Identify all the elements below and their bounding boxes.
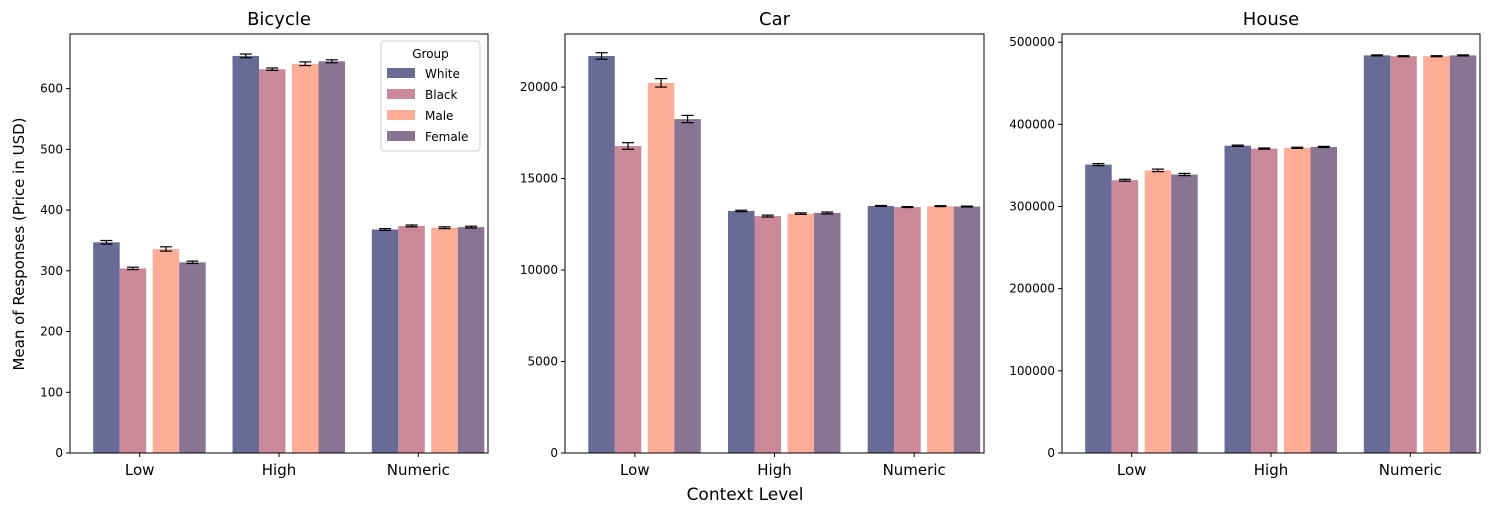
bar-white-high (232, 55, 259, 454)
bar-female-low (674, 119, 701, 453)
bar-white-high (1224, 145, 1251, 453)
bar-male-low (152, 249, 180, 453)
legend-swatch-female (387, 131, 415, 141)
bar-black-numeric (894, 207, 921, 453)
bar-male-low (647, 82, 675, 454)
panel-car: 0 5000 10000 15000 20000 Low High Numeric Car (520, 9, 985, 479)
bar-white-low (93, 242, 120, 453)
legend-label-female: Female (425, 130, 468, 144)
bar-female-numeric (1449, 55, 1477, 454)
legend-swatch-white (387, 68, 415, 78)
y-tick-label: 200 (40, 325, 63, 339)
y-tick-label: 20000 (520, 80, 558, 94)
legend-label-male: Male (425, 109, 453, 123)
bar-white-low (588, 56, 615, 453)
bar-black-numeric (1390, 56, 1417, 453)
bar-female-low (179, 262, 206, 453)
x-tick-label: Numeric (883, 461, 946, 479)
bar-male-high (787, 213, 814, 453)
y-tick-label: 400 (40, 203, 63, 217)
bar-male-numeric (927, 206, 954, 453)
bar-black-high (259, 69, 286, 453)
y-tick-label: 100 (40, 385, 63, 399)
y-tick-label: 15000 (520, 172, 558, 186)
x-tick-label: Low (1117, 461, 1147, 479)
legend-swatch-male (387, 110, 415, 120)
y-tick-label: 200000 (1009, 282, 1055, 296)
bar-black-numeric (398, 225, 425, 453)
x-tick-label: Low (125, 461, 155, 479)
x-tick-label: Numeric (1379, 461, 1442, 479)
y-tick-label: 0 (1047, 446, 1055, 460)
panel-title: Car (759, 9, 791, 30)
y-tick-label: 0 (55, 446, 63, 460)
y-tick-label: 500000 (1009, 35, 1055, 49)
x-tick-label: Low (620, 461, 650, 479)
y-tick-label: 0 (550, 446, 558, 460)
panel-house: 0 100000 200000 300000 400000 500000 Low High Nu… (1009, 9, 1481, 479)
legend-label-black: Black (425, 88, 458, 102)
bar-female-high (318, 61, 345, 454)
y-tick-label: 400000 (1009, 117, 1055, 131)
bar-female-high (1310, 147, 1337, 453)
shared-xlabel: Context Level (687, 485, 804, 505)
bar-female-numeric (953, 206, 981, 453)
bar-white-numeric (371, 229, 399, 453)
bar-male-numeric (431, 227, 458, 453)
bar-female-high (814, 212, 841, 453)
bar-female-numeric (457, 227, 485, 453)
x-tick-label: High (1254, 461, 1288, 479)
bar-black-low (119, 268, 147, 453)
bar-white-numeric (1363, 55, 1391, 454)
y-tick-label: 5000 (527, 355, 558, 369)
panel-title: House (1243, 9, 1299, 30)
bar-white-high (728, 210, 755, 453)
y-tick-label: 10000 (520, 263, 558, 277)
bar-male-high (1284, 147, 1311, 454)
bar-male-low (1144, 170, 1172, 453)
legend: Group White Black Male Female (380, 40, 481, 152)
bar-male-high (292, 63, 319, 454)
bar-black-low (1111, 180, 1139, 453)
x-tick-label: High (757, 461, 791, 479)
x-tick-label: High (262, 461, 296, 479)
bar-white-low (1085, 164, 1112, 453)
bar-male-numeric (1423, 56, 1450, 453)
y-tick-label: 500 (40, 142, 63, 156)
bar-black-low (614, 146, 642, 453)
bar-black-high (754, 216, 781, 453)
y-tick-label: 600 (40, 82, 63, 96)
shared-ylabel: Mean of Responses (Price in USD) (10, 117, 28, 370)
y-tick-label: 100000 (1009, 364, 1055, 378)
legend-title: Group (412, 47, 449, 61)
panel-bicycle: 0 100 200 300 400 500 600 Low High Numeric Bicycle (40, 9, 489, 479)
y-tick-label: 300 (40, 264, 63, 278)
bar-white-numeric (867, 206, 895, 453)
bar-female-low (1171, 174, 1198, 453)
panel-title: Bicycle (247, 9, 311, 30)
legend-label-white: White (425, 67, 460, 81)
legend-swatch-black (387, 89, 415, 99)
bar-black-high (1251, 148, 1278, 453)
y-tick-label: 300000 (1009, 200, 1055, 214)
x-tick-label: Numeric (387, 461, 450, 479)
